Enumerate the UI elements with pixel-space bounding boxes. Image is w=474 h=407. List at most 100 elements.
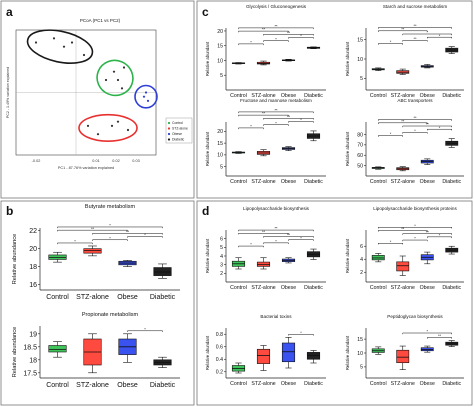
fructose-y-tick-label: 5 xyxy=(220,164,223,170)
starch-sig-bracket xyxy=(378,27,452,29)
starch-sig-bracket xyxy=(402,33,452,36)
panel-d-letter: d xyxy=(202,204,209,218)
starch-y-tick-label: 5 xyxy=(360,76,363,82)
peptidoglycan-x-tick-label: Diabetic xyxy=(442,381,461,387)
lps_biosynthesis-y-axis-label: Relative abundant xyxy=(205,238,210,273)
lps_biosynthesis-sig-bracket xyxy=(238,229,314,232)
pcoa-point xyxy=(116,120,120,123)
pcoa-point xyxy=(86,124,90,127)
glycolysis-sig-bracket xyxy=(263,34,314,36)
lps_proteins-sig-bracket xyxy=(402,233,452,235)
propionate-y-tick-label: 18.5 xyxy=(23,344,37,351)
butyrate-box-control xyxy=(48,254,67,260)
lps_biosynthesis-y-tick-label: 4 xyxy=(220,254,223,260)
lps_biosynthesis-title: Lipopolysaccharide biosynthesis xyxy=(243,206,310,211)
glycolysis-sig-label: * xyxy=(250,39,252,44)
lps_biosynthesis-sig-bracket xyxy=(263,236,314,238)
abc-sig-bracket xyxy=(402,125,452,128)
lps_biosynthesis-x-tick-label: Control xyxy=(230,285,247,291)
pcoa-point xyxy=(146,99,150,102)
glycolysis-x-tick-label: Diabetic xyxy=(304,93,323,99)
abc-y-tick-label: 50 xyxy=(357,163,363,169)
pcoa-point xyxy=(34,41,38,44)
lps_biosynthesis-y-tick-label: 2 xyxy=(220,271,223,277)
butyrate-chart: Butyrate metabolism 16 18 20 22 Relative abun… xyxy=(12,204,180,301)
abc-sig-label: * xyxy=(439,125,441,130)
propionate-y-axis-label: Relative abundance xyxy=(12,327,18,378)
lps_biosynthesis-sig-bracket xyxy=(263,242,289,245)
propionate-box-control xyxy=(48,345,67,353)
glycolysis-sig-label: ** xyxy=(287,30,291,35)
bacterial_toxins-sig-bracket xyxy=(288,334,314,336)
propionate-y-tick-label: 17.5 xyxy=(23,370,37,377)
pcoa-ellipse-stz-alone xyxy=(78,113,138,142)
lps_proteins-x-tick-label: STZ-alone xyxy=(391,285,415,291)
butyrate-y-tick-label: 20 xyxy=(29,246,37,253)
fructose-y-tick-label: 15 xyxy=(217,141,223,147)
butyrate-x-tick-label: Diabetic xyxy=(150,294,176,301)
butyrate-x-tick-label: Control xyxy=(46,294,69,301)
peptidoglycan-y-tick-label: 10 xyxy=(357,351,363,357)
starch-y-axis-label: Relative abundant xyxy=(345,41,350,76)
butyrate-x-tick-label: Obese xyxy=(117,294,138,301)
pcoa-point xyxy=(142,95,146,98)
starch-sig-label: ** xyxy=(413,23,417,28)
fructose-y-tick-label: 10 xyxy=(217,153,223,159)
lps_proteins-sig-bracket xyxy=(427,236,452,239)
glycolysis-x-tick-label: Control xyxy=(230,93,247,99)
lps_proteins-y-tick-label: 6 xyxy=(360,244,363,250)
bacterial_toxins-y-tick-label: 0.2 xyxy=(216,370,223,376)
pcoa-point xyxy=(144,91,148,94)
fructose-sig-label: ** xyxy=(262,111,266,116)
pcoa-chart: PCoA (PC1 vs PC2) -0.02 0.01 0.02 0.03 PC1 - … xyxy=(6,18,193,170)
propionate-y-tick-label: 18 xyxy=(29,357,37,364)
panel-d-frame xyxy=(196,200,473,406)
butyrate-title: Butyrate metabolism xyxy=(85,204,136,210)
glycolysis-sig-label: ** xyxy=(262,27,266,32)
peptidoglycan-y-tick-label: 5 xyxy=(360,365,363,371)
lps_biosynthesis-sig-label: * xyxy=(275,238,277,243)
fructose-title: Fructose and mannose metabolism xyxy=(240,98,312,103)
lps_proteins-sig-label: * xyxy=(414,223,416,228)
bacterial_toxins-box-stz-alone xyxy=(256,348,271,364)
abc-x-tick-label: Control xyxy=(370,179,387,185)
lps_proteins-x-tick-label: Control xyxy=(370,285,387,291)
bacterial_toxins-x-tick-label: STZ-alone xyxy=(251,381,275,387)
peptidoglycan-sig-label: ** xyxy=(438,333,442,338)
abc-chart: ABC transporters 50 60 70 80 Relative abundan… xyxy=(345,98,464,185)
abc-sig-label: * xyxy=(414,128,416,133)
starch-x-tick-label: Diabetic xyxy=(442,93,461,99)
abc-x-tick-label: Obese xyxy=(420,179,435,185)
pcoa-point xyxy=(82,53,86,57)
bacterial_toxins-y-axis-label: Relative abundant xyxy=(205,335,210,370)
lps_biosynthesis-chart: Lipopolysaccharide biosynthesis 2 3 4 5 6 Rela… xyxy=(205,206,326,291)
pcoa-legend-marker xyxy=(167,127,171,130)
starch-x-tick-label: Control xyxy=(370,93,387,99)
pcoa-point xyxy=(110,124,114,127)
charts-layer: PCoA (PC1 vs PC2) -0.02 0.01 0.02 0.03 PC1 - … xyxy=(6,4,464,389)
pcoa-legend-label: Obese xyxy=(172,132,182,136)
pcoa-legend-marker xyxy=(167,132,171,136)
glycolysis-sig-label: ** xyxy=(274,23,278,28)
abc-sig-label: ** xyxy=(413,115,417,120)
panel-a-letter: a xyxy=(6,5,13,19)
propionate-x-tick-label: Diabetic xyxy=(150,382,176,389)
lps_proteins-sig-label: * xyxy=(390,239,392,244)
lps_biosynthesis-sig-label: * xyxy=(250,242,252,247)
bacterial_toxins-y-tick-label: 0.8 xyxy=(216,332,223,338)
fructose-x-tick-label: Obese xyxy=(281,179,296,185)
panel-c-letter: c xyxy=(202,5,209,19)
lps_proteins-sig-label: * xyxy=(439,232,441,237)
pcoa-point xyxy=(62,45,66,48)
butyrate-sig-label: * xyxy=(109,235,111,240)
lps_proteins-sig-bracket xyxy=(378,243,403,245)
butyrate-box-stz-alone xyxy=(83,248,102,254)
glycolysis-sig-bracket xyxy=(263,40,289,42)
fructose-sig-label: * xyxy=(300,117,302,122)
butyrate-sig-label: * xyxy=(144,232,146,237)
lps_biosynthesis-y-tick-label: 3 xyxy=(220,262,223,268)
bacterial_toxins-y-tick-label: 0.4 xyxy=(216,357,223,363)
abc-x-tick-label: STZ-alone xyxy=(391,179,415,185)
abc-y-tick-label: 60 xyxy=(357,153,363,159)
